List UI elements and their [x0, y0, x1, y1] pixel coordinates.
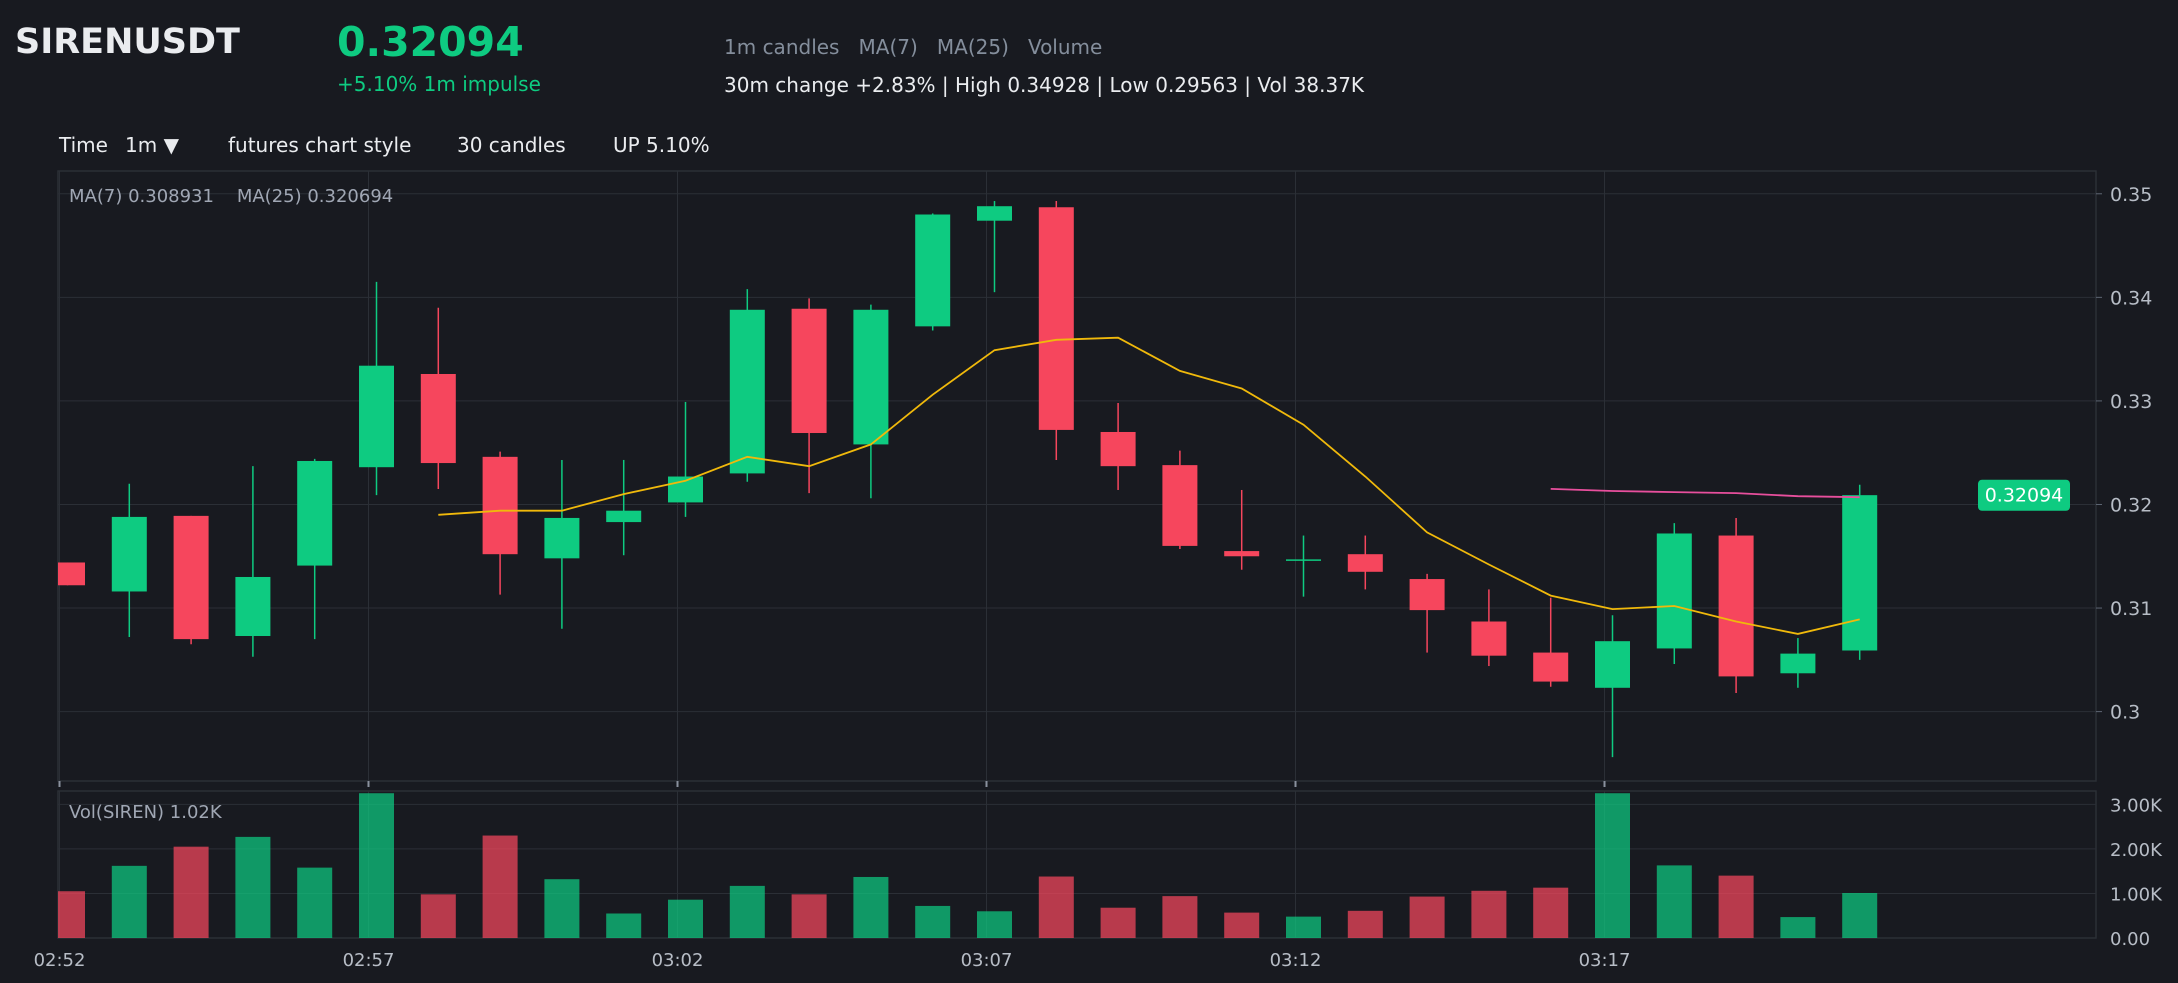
volume-bar [1409, 896, 1445, 938]
price-tick-label: 0.32 [2110, 494, 2152, 516]
volume-bar [111, 865, 147, 938]
candle-body [1286, 559, 1321, 561]
candle-body [1409, 579, 1445, 611]
ma7-line [438, 336, 1860, 635]
candle-body [482, 456, 518, 555]
volume-tick-label: 1.00K [2110, 884, 2163, 905]
volume-bar [729, 885, 765, 938]
volume-bar [1656, 865, 1692, 938]
candle-body [359, 365, 394, 468]
candle-body [420, 373, 456, 464]
candle-body [1224, 551, 1260, 557]
candle-body [853, 309, 889, 445]
price-tick-label: 0.35 [2110, 184, 2152, 206]
volume-bar [420, 894, 456, 938]
time-tick-label: 03:12 [1270, 950, 1322, 971]
volume-bar [482, 835, 518, 938]
volume-bar [668, 899, 703, 938]
volume-bar [1718, 875, 1754, 938]
candle-body [729, 309, 765, 474]
candle-body [1595, 641, 1630, 688]
volume-bar [915, 905, 951, 938]
time-tick-label: 03:02 [652, 950, 704, 971]
volume-bar [235, 836, 271, 938]
impulse-change: +5.10% 1m impulse [337, 72, 541, 96]
candle-body [544, 517, 580, 559]
price-tick-label: 0.31 [2110, 598, 2152, 620]
volume-bar [1471, 890, 1507, 938]
volume-bar [173, 846, 209, 938]
candle-body [1347, 554, 1383, 572]
volume-bar [1038, 876, 1074, 938]
volume-bar [1224, 912, 1260, 938]
volume-bar [791, 894, 827, 938]
candle-body [1100, 431, 1136, 467]
volume-bar [58, 891, 85, 938]
volume-bar [1286, 916, 1321, 938]
candle-count-button[interactable]: 30 candles [457, 133, 566, 157]
price-tick-label: 0.3 [2110, 702, 2140, 724]
candle-body [1718, 535, 1754, 677]
volume-bar [1347, 910, 1383, 938]
candle-body [1533, 652, 1569, 682]
volume-bar [606, 913, 642, 938]
last-price-label: 0.32094 [1985, 485, 2064, 507]
volume-bar [977, 911, 1012, 938]
candle-body [1038, 207, 1074, 430]
volume-bar [1162, 896, 1198, 938]
volume-bar [544, 879, 580, 938]
price-panel-frame [57, 170, 2097, 782]
last-price-tag [1978, 479, 2070, 511]
candle-body [606, 510, 642, 523]
volume-legend: Vol(SIREN) 1.02K [69, 802, 222, 823]
candle-body [111, 516, 147, 592]
candle-body [1780, 653, 1816, 674]
stats-summary: 30m change +2.83% | High 0.34928 | Low 0… [724, 73, 1365, 97]
price-tick-label: 0.33 [2110, 391, 2152, 413]
volume-bar [1780, 917, 1816, 938]
current-price: 0.32094 [337, 18, 524, 66]
candle-body [297, 460, 333, 566]
volume-tick-label: 3.00K [2110, 795, 2163, 816]
candle-body [977, 206, 1012, 221]
candle-body [58, 562, 85, 586]
time-tick-label: 02:57 [343, 950, 395, 971]
volume-bar [1100, 907, 1136, 938]
candle-body [1471, 621, 1507, 656]
direction-indicator: UP 5.10% [613, 133, 710, 157]
interval-dropdown[interactable]: 1m ▼ [125, 133, 179, 157]
ma-legend: MA(7) 0.308931 MA(25) 0.320694 [69, 186, 394, 207]
candle-body [1842, 495, 1878, 651]
volume-bar [1533, 887, 1569, 938]
candle-body [915, 214, 951, 327]
time-tick-label: 03:17 [1579, 950, 1631, 971]
volume-bar [853, 876, 889, 938]
candle-body [235, 576, 271, 637]
volume-bar [1842, 893, 1878, 938]
candle-body [173, 515, 209, 640]
volume-tick-label: 2.00K [2110, 840, 2163, 861]
chart-style-button[interactable]: futures chart style [228, 133, 412, 157]
price-tick-label: 0.34 [2110, 287, 2152, 309]
volume-bar [1595, 793, 1630, 938]
volume-bar [359, 793, 394, 938]
candle-body [791, 308, 827, 434]
ma25-line [1550, 488, 1860, 499]
time-label: Time [59, 133, 108, 157]
volume-bar [297, 867, 333, 938]
candle-body [1162, 465, 1198, 546]
symbol-title: SIRENUSDT [15, 22, 240, 62]
indicator-list: 1m candles MA(7) MA(25) Volume [724, 35, 1103, 59]
time-tick-label: 02:52 [34, 950, 86, 971]
time-tick-label: 03:07 [961, 950, 1013, 971]
volume-tick-label: 0.00 [2110, 929, 2150, 950]
candle-body [1656, 533, 1692, 649]
